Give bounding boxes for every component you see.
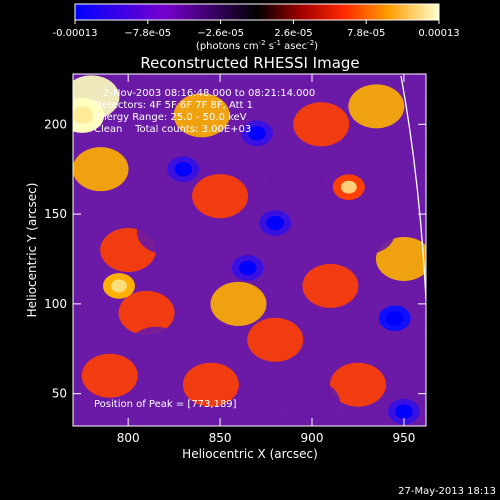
heatmap-blob	[173, 93, 230, 138]
y-axis-label: Heliocentric Y (arcsec)	[25, 183, 39, 318]
heatmap-feature-core	[174, 161, 193, 177]
x-axis-ticks: 800 850 900 950	[117, 74, 415, 445]
heatmap-feature-core	[238, 260, 257, 276]
x-tick-label: 800	[117, 431, 140, 445]
heatmap-feature-core	[73, 106, 94, 125]
heatmap-feature-core	[266, 215, 285, 231]
heatmap-image	[73, 74, 426, 426]
x-tick-label: 900	[301, 431, 324, 445]
colorbar-tick-label: 7.8e-05	[347, 28, 385, 39]
colorbar-ticks: -0.00013 −7.8e-05 −2.6e-05 2.6e-05 7.8e-05 0.…	[53, 20, 460, 39]
heatmap-blob	[182, 362, 239, 407]
heatmap-blob	[348, 84, 405, 129]
detectors-annotation: Detectors: 4F 5F 6F 7F 8F, Att 1	[94, 100, 253, 111]
y-tick-label: 50	[52, 387, 67, 401]
heatmap-blob	[293, 102, 350, 147]
heatmap-feature-core	[340, 180, 357, 194]
heatmap-feature-core	[395, 404, 413, 419]
heatmap-blob	[127, 326, 184, 371]
heatmap-blob	[81, 353, 138, 398]
y-axis-ticks: 50 100 150 200	[44, 117, 426, 401]
heatmap-blob	[302, 263, 359, 308]
y-tick-label: 150	[44, 207, 67, 221]
heatmap-blob	[118, 290, 175, 335]
heatmap-blob	[73, 147, 129, 192]
heatmap-feature-core	[385, 311, 404, 326]
time-range-annotation: 2-Nov-2003 08:16:48.000 to 08:21:14.000	[103, 88, 315, 99]
chart-title: Reconstructed RHESSI Image	[140, 54, 359, 72]
heatmap-blob	[192, 174, 249, 219]
x-tick-label: 850	[209, 431, 232, 445]
colorbar-tick-label: −7.8e-05	[124, 28, 171, 39]
heatmap-blob	[375, 236, 426, 281]
heatmap-blob	[339, 210, 396, 255]
y-tick-label: 200	[44, 117, 67, 131]
clean-counts-annotation: Clean Total counts: 3.00E+03	[94, 124, 251, 135]
heatmap-feature-core	[110, 279, 127, 293]
heatmap-blob	[284, 380, 341, 425]
peak-position-annotation: Position of Peak = [773,189]	[94, 399, 237, 410]
colorbar	[74, 3, 440, 21]
heatmap-blob	[210, 281, 267, 326]
x-tick-label: 950	[392, 431, 415, 445]
x-axis-label: Heliocentric X (arcsec)	[182, 447, 318, 461]
plot-frame	[72, 73, 427, 427]
colorbar-tick-label: 2.6e-05	[274, 28, 312, 39]
footer-date: 27-May-2013 18:13	[398, 486, 496, 497]
colorbar-tick-label: -0.00013	[53, 28, 98, 39]
y-tick-label: 100	[44, 297, 67, 311]
heatmap-blob	[265, 156, 322, 201]
heatmap-blob	[329, 362, 386, 407]
heatmap-blob	[136, 210, 193, 255]
heatmap-feature-core	[248, 126, 266, 141]
colorbar-tick-label: 0.00013	[418, 28, 459, 39]
colorbar-unit-label: (photons cm-2 s-1 asec-2)	[196, 39, 318, 52]
energy-annotation: Energy Range: 25.0 - 50.0 keV	[94, 112, 247, 123]
solar-limb-line	[400, 75, 426, 301]
heatmap-blob	[247, 317, 304, 362]
colorbar-tick-label: −2.6e-05	[197, 28, 244, 39]
